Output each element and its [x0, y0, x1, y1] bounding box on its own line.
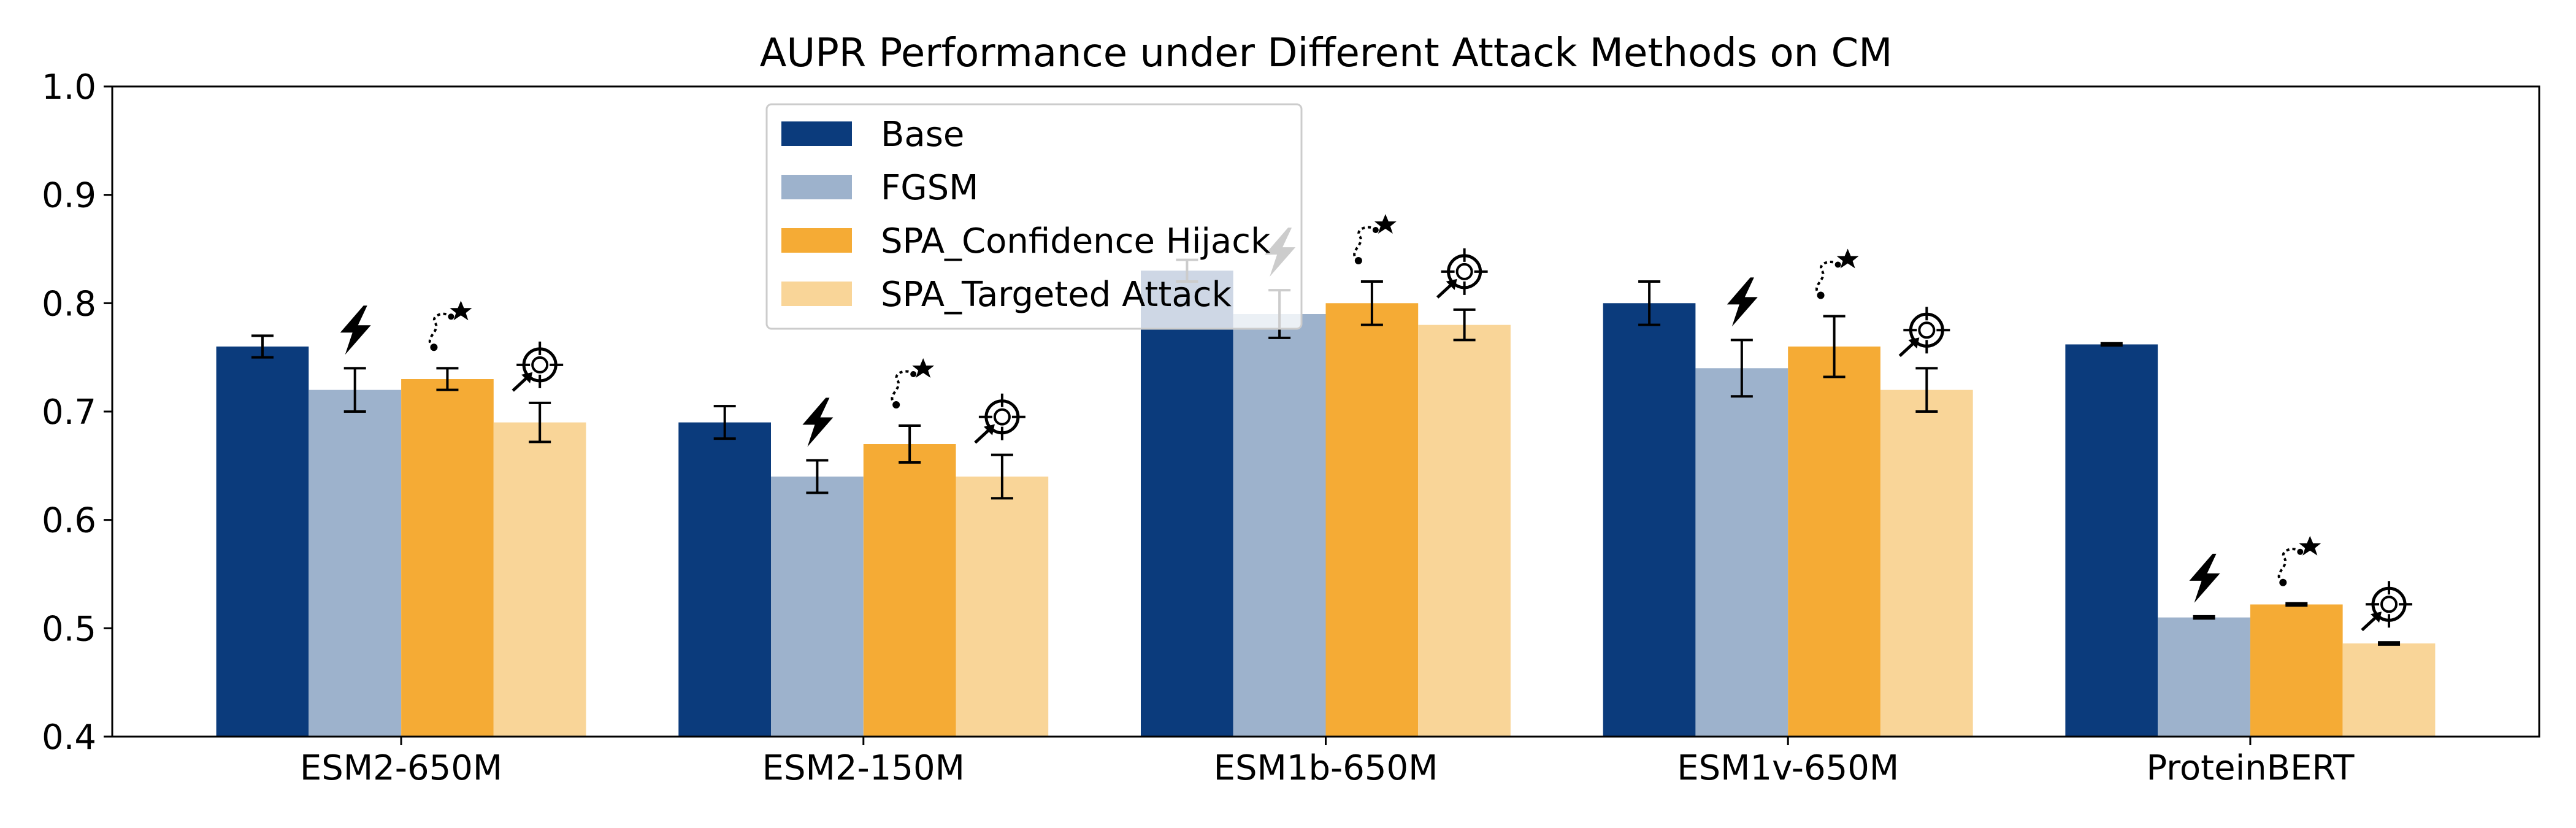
error-bars-group: [251, 258, 2401, 646]
error-bar: [991, 453, 1013, 500]
x-tick-label: ESM1b-650M: [1214, 748, 1438, 788]
x-axis: ESM2-650M ESM2-150M ESM1b-650M ESM1v-650M Pr…: [300, 737, 2355, 788]
path-star-icon: [428, 299, 473, 353]
y-tick-label: 0.4: [42, 718, 96, 757]
error-bar: [1453, 308, 1476, 342]
error-bar: [2378, 641, 2401, 646]
bar-base-esm2-650m: [216, 347, 309, 737]
target-icon: [2362, 581, 2412, 630]
error-bar: [1823, 315, 1846, 378]
lightning-icon: [1727, 277, 1758, 327]
error-bar: [529, 401, 551, 443]
target-icon: [975, 394, 1025, 443]
y-tick-label: 1.0: [42, 67, 96, 107]
path-star-icon: [891, 357, 936, 410]
x-tick-label: ESM1v-650M: [1677, 748, 1899, 788]
error-bar: [2285, 602, 2308, 607]
bar-base-esm1v-650m: [1603, 303, 1696, 737]
y-tick-label: 0.7: [42, 393, 96, 432]
path-star-icon: [1815, 247, 1860, 301]
x-tick-label: ESM2-150M: [762, 748, 965, 788]
error-bar: [899, 424, 921, 464]
legend-label-spa-targeted-attack: SPA_Targeted Attack: [881, 275, 1232, 315]
target-icon: [1899, 307, 1950, 356]
bar-base-esm2-150m: [678, 422, 771, 737]
legend-label-fgsm: FGSM: [881, 168, 978, 208]
target-icon: [1438, 248, 1488, 297]
lightning-icon: [802, 397, 834, 447]
legend-swatch-fgsm: [781, 175, 852, 199]
bar-fgsm-esm1v-650m: [1695, 368, 1788, 737]
legend-swatch-spa-confidence-hijack: [781, 228, 852, 253]
error-bar: [2193, 615, 2215, 620]
bar-spa-confidence-hijack-esm1v-650m: [1788, 347, 1880, 737]
legend-label-base: Base: [881, 115, 964, 155]
legend: Base FGSM SPA_Confidence Hijack SPA_Targete…: [765, 103, 1303, 330]
bar-spa-targeted-attack-esm1b-650m: [1418, 324, 1511, 737]
y-axis: 0.4 0.5 0.6 0.7 0.8 0.9 1.0: [42, 67, 112, 757]
bar-fgsm-proteinbert: [2158, 617, 2250, 737]
error-bar: [1730, 339, 1753, 398]
bar-spa-confidence-hijack-esm1b-650m: [1325, 303, 1419, 737]
y-tick-label: 0.8: [42, 284, 96, 324]
path-star-icon: [2277, 534, 2323, 588]
legend-swatch-spa-targeted-attack: [781, 282, 852, 306]
path-star-icon: [1353, 213, 1398, 266]
bar-fgsm-esm1b-650m: [1233, 314, 1326, 737]
bar-spa-confidence-hijack-proteinbert: [2250, 604, 2343, 737]
chart-title: AUPR Performance under Different Attack …: [760, 31, 1893, 76]
error-bar: [1915, 367, 1938, 413]
bar-spa-confidence-hijack-esm2-150m: [863, 444, 956, 737]
bar-base-proteinbert: [2065, 344, 2158, 737]
target-icon: [513, 342, 563, 391]
error-bar: [251, 334, 274, 359]
y-tick-label: 0.5: [42, 609, 96, 649]
error-bar: [1360, 280, 1383, 326]
y-tick-label: 0.9: [42, 176, 96, 216]
y-tick-label: 0.6: [42, 501, 96, 541]
bar-fgsm-esm2-150m: [771, 477, 864, 737]
x-tick-label: ProteinBERT: [2146, 748, 2355, 788]
bar-spa-confidence-hijack-esm2-650m: [401, 379, 494, 737]
error-bar: [343, 367, 366, 413]
lightning-icon: [340, 305, 371, 355]
bar-spa-targeted-attack-proteinbert: [2342, 643, 2436, 737]
bar-spa-targeted-attack-esm2-650m: [493, 422, 586, 737]
error-bar: [1638, 280, 1661, 326]
error-bar: [713, 405, 736, 440]
legend-label-spa-confidence-hijack: SPA_Confidence Hijack: [881, 221, 1271, 261]
error-bar: [436, 367, 459, 391]
bar-fgsm-esm2-650m: [309, 389, 401, 737]
bar-spa-targeted-attack-esm1v-650m: [1880, 389, 1973, 737]
legend-box: [765, 103, 1303, 330]
error-bar: [806, 459, 829, 494]
x-tick-label: ESM2-650M: [300, 748, 502, 788]
legend-swatch-base: [781, 121, 852, 146]
lightning-icon: [2189, 553, 2220, 603]
error-bar: [2100, 342, 2123, 347]
bar-spa-targeted-attack-esm2-150m: [956, 477, 1049, 737]
bar-base-esm1b-650m: [1141, 270, 1233, 737]
bars-group: [216, 270, 2436, 737]
